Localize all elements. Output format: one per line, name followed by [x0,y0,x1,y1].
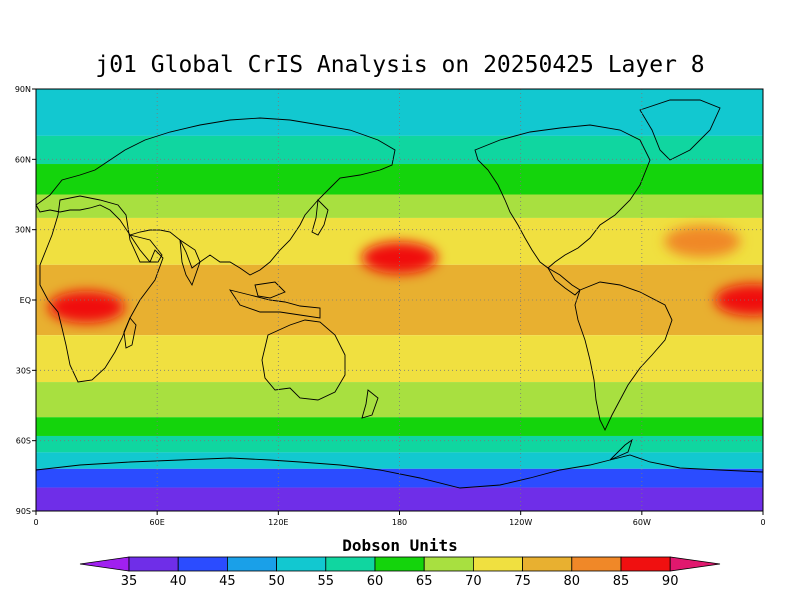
colorbar-swatch [325,556,376,572]
coastline-north-america [474,124,651,269]
coastline-australia [261,319,346,401]
colorbar: 35 40 45 50 55 60 65 70 75 80 85 90 [79,556,721,589]
coastline-india [179,239,201,287]
value-band-12 [36,487,763,511]
map-title: j01 Global CrIS Analysis on 20250425 Lay… [95,52,705,78]
colorbar-swatch [177,556,228,572]
colorbar-swatch [276,556,327,572]
colorbar-label: 35 [121,574,138,589]
colorbar-swatch [128,556,179,572]
lon-tick-label: 60W [633,518,651,527]
coastline-arabia [128,234,163,263]
colorbar-title: Dobson Units [342,536,458,555]
colorbar-swatch [226,556,277,572]
coastline-antarctic-peninsula [609,438,633,461]
colorbar-label: 55 [318,574,335,589]
colorbar-label: 45 [219,574,236,589]
lon-tick-label: 180 [392,518,407,527]
value-band-7 [36,382,763,418]
lon-axis: 0 60E 120E 180 120W 60W 0 [33,511,766,527]
lon-tick-label: 0 [33,518,38,527]
colorbar-label: 80 [564,574,581,589]
lon-tick-label: 120E [268,518,288,527]
colorbar-swatch [620,556,671,572]
lat-axis: 90N 60N 30N EQ 30S 60S 90S [15,85,36,516]
value-band-9 [36,435,763,453]
colorbar-high-arrow [669,556,721,572]
lon-tick-label: 0 [760,518,765,527]
lat-tick-label: EQ [20,296,31,305]
coastline-antarctica [36,454,763,489]
value-band-11 [36,468,763,488]
value-band-0 [36,89,763,136]
value-band-6 [36,335,763,383]
value-band-8 [36,417,763,436]
lon-tick-label: 60E [150,518,165,527]
value-band-3 [36,194,763,218]
lat-tick-label: 60N [15,155,31,164]
colorbar-label: 40 [170,574,187,589]
lat-tick-label: 90S [16,507,31,516]
heatmap-field [36,89,763,511]
coastline-madagascar [123,317,137,349]
colorbar-label: 70 [465,574,482,589]
coastline-south-america [574,281,673,432]
lat-tick-label: 30S [16,366,31,375]
coastline-central-america [546,266,581,296]
coastline-greenland [639,99,721,161]
colorbar-label: 65 [416,574,433,589]
colorbar-swatch [571,556,622,572]
lat-tick-label: 60S [16,437,31,446]
colorbar-swatch [522,556,573,572]
coastlines [36,99,763,489]
lat-tick-label: 90N [15,85,31,94]
coastline-borneo [254,281,286,299]
hotspot-3 [664,225,741,258]
colorbar-swatch [374,556,425,572]
value-band-10 [36,452,763,469]
colorbar-low-arrow [79,556,130,572]
lat-tick-label: 30N [15,226,31,235]
anomaly-blobs [48,225,763,324]
value-band-5 [36,264,763,336]
coastline-indonesia [228,289,321,319]
lon-tick-label: 120W [509,518,532,527]
colorbar-label: 75 [514,574,531,589]
coastline-new-zealand [361,389,379,419]
coastline-africa [39,195,164,383]
colorbar-label: 60 [367,574,384,589]
coastline-eurasia [36,117,396,276]
colorbar-label: 50 [268,574,285,589]
colorbar-swatch [423,556,474,572]
colorbar-label: 85 [613,574,630,589]
colorbar-swatch [472,556,523,572]
hotspot-0 [48,291,125,324]
coastline-japan [311,199,329,236]
hotspot-2 [714,284,763,316]
colorbar-label: 90 [662,574,679,589]
latitude-bands [36,89,763,511]
